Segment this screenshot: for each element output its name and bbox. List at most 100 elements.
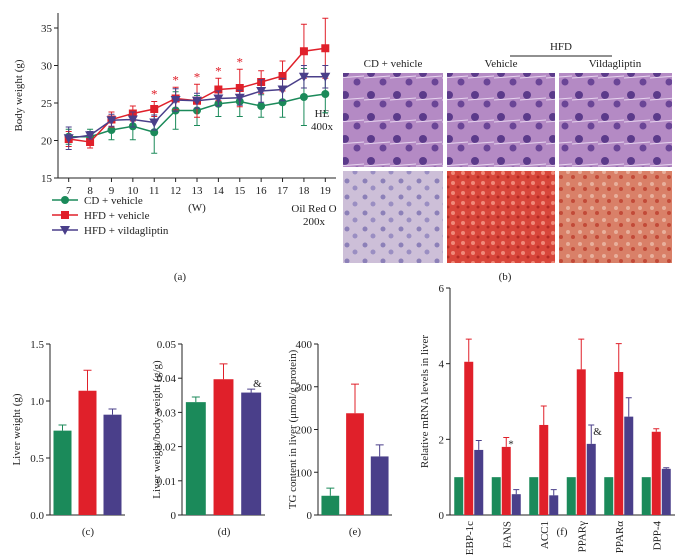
y-tick-label: 35: [41, 23, 53, 35]
panel-caption: (a): [174, 271, 187, 283]
bar: [576, 369, 586, 515]
image-oro-cd: [343, 171, 443, 263]
column-label: Vildagliptin: [589, 58, 642, 70]
y-tick-label: 2: [439, 434, 445, 446]
marker: [298, 72, 309, 82]
row-label: Oil Red O: [291, 203, 336, 215]
group-header: HFD: [550, 41, 572, 53]
y-tick-label: 0: [171, 510, 177, 522]
error-bar: [83, 369, 92, 391]
column-label: CD + vehicle: [364, 58, 423, 70]
x-tick-label: 18: [298, 185, 310, 197]
marker: [213, 94, 224, 104]
y-tick-label: 300: [296, 382, 313, 394]
bar: [651, 431, 661, 515]
legend-label: CD + vehicle: [84, 195, 143, 207]
bar: [566, 477, 576, 515]
annotation: *: [172, 72, 179, 87]
error-bar: [615, 343, 622, 372]
bar: [491, 477, 501, 515]
marker: [277, 85, 288, 95]
panel-caption: (f): [557, 526, 568, 538]
bar: [604, 477, 614, 515]
x-tick-label: 9: [109, 185, 115, 197]
x-tick-label: 12: [170, 185, 181, 197]
y-tick-label: 15: [41, 173, 53, 185]
y-tick-label: 1.0: [30, 396, 44, 408]
bar: [370, 456, 389, 515]
annotation: *: [237, 54, 244, 69]
error-bar: [108, 408, 117, 415]
bar: [185, 402, 206, 515]
bar: [549, 495, 559, 515]
y-tick-label: 6: [439, 283, 445, 295]
error-bar: [588, 424, 595, 444]
bar: [103, 414, 122, 515]
error-bar: [578, 338, 585, 370]
marker: [63, 134, 74, 144]
marker: [257, 102, 266, 110]
marker: [320, 72, 331, 82]
marker: [214, 85, 223, 94]
y-tick-label: 0: [307, 510, 313, 522]
y-axis-label: TG content in liver (μmol/g protein): [287, 349, 299, 509]
bar: [624, 416, 634, 515]
panel-caption: (d): [218, 526, 231, 538]
marker: [299, 93, 308, 101]
image-he-hfd: [447, 73, 555, 167]
y-tick-label: 0.02: [157, 442, 176, 454]
x-tick-label: FANS: [501, 521, 513, 548]
marker: [127, 115, 138, 125]
bar: [586, 443, 596, 515]
annotation: *: [215, 63, 222, 78]
error-bar: [625, 397, 632, 417]
x-tick-label: 7: [66, 185, 72, 197]
error-bar: [351, 383, 359, 414]
bar: [474, 449, 484, 515]
x-tick-label: PPARα: [614, 521, 626, 554]
bar: [78, 390, 97, 515]
bar: [241, 392, 262, 515]
annotation: *: [151, 87, 158, 102]
bar: [454, 477, 464, 515]
marker: [235, 84, 244, 92]
x-tick-label: 14: [213, 185, 225, 197]
bar: [501, 446, 511, 515]
bar: [539, 424, 549, 515]
marker: [85, 131, 96, 141]
error-bar: [550, 489, 557, 496]
bar: [614, 371, 624, 515]
error-bar: [465, 338, 472, 362]
marker: [107, 126, 116, 134]
error-bar: [191, 396, 200, 403]
y-tick-label: 0.5: [30, 453, 44, 465]
y-tick-label: 100: [296, 467, 313, 479]
y-axis-label: Relative mRNA levels in liver: [419, 335, 431, 469]
marker: [60, 226, 70, 235]
marker: [192, 96, 202, 106]
bar: [511, 494, 521, 515]
y-tick-label: 0.03: [157, 407, 177, 419]
y-tick-label: 30: [41, 61, 53, 73]
error-bar: [326, 487, 335, 496]
marker: [321, 44, 330, 53]
error-bar: [513, 489, 520, 495]
bar: [213, 379, 234, 515]
row-label: 400x: [311, 121, 334, 133]
row-label: HE: [315, 108, 330, 120]
y-tick-label: 4: [439, 359, 445, 371]
annotation: &: [593, 426, 602, 438]
panel-caption: (c): [82, 526, 95, 538]
marker: [86, 138, 95, 146]
marker: [149, 118, 160, 128]
x-tick-label: 17: [277, 185, 289, 197]
annotation: *: [194, 69, 201, 84]
x-tick-label: DPP-4: [651, 521, 663, 551]
column-label: Vehicle: [485, 58, 518, 70]
x-tick-label: 15: [234, 185, 246, 197]
x-axis-label: (W): [188, 202, 206, 214]
x-tick-label: 11: [149, 185, 160, 197]
marker: [61, 211, 69, 219]
error-bar: [58, 424, 67, 431]
